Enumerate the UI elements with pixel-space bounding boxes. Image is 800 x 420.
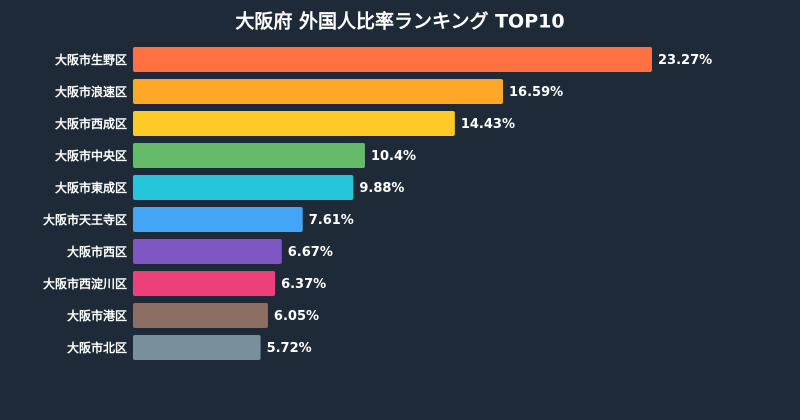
category-label: 大阪市天王寺区	[43, 212, 127, 227]
category-label: 大阪市中央区	[55, 148, 127, 163]
category-label: 大阪市西淀川区	[43, 276, 127, 291]
value-label: 6.67%	[288, 245, 333, 260]
bar	[133, 175, 354, 200]
value-label: 7.61%	[309, 213, 354, 228]
bar	[133, 271, 276, 296]
category-label: 大阪市北区	[67, 340, 127, 355]
bar	[133, 207, 303, 232]
category-label: 大阪市生野区	[55, 52, 127, 67]
bar	[133, 47, 652, 72]
value-label: 9.88%	[359, 181, 404, 196]
bar	[133, 143, 365, 168]
value-label: 14.43%	[461, 117, 515, 132]
category-label: 大阪市港区	[67, 308, 127, 323]
bar	[133, 111, 455, 136]
bar	[133, 335, 261, 360]
category-label: 大阪市西成区	[55, 116, 127, 131]
value-label: 16.59%	[509, 85, 563, 100]
category-label: 大阪市東成区	[55, 180, 127, 195]
value-label: 5.72%	[267, 341, 312, 356]
value-label: 23.27%	[658, 53, 712, 68]
bar	[133, 303, 268, 328]
bar	[133, 79, 504, 104]
bar	[133, 239, 282, 264]
value-label: 6.05%	[274, 309, 319, 324]
category-label: 大阪市西区	[67, 244, 127, 259]
value-label: 10.4%	[371, 149, 416, 164]
chart-title: 大阪府 外国人比率ランキング TOP10	[235, 10, 564, 33]
category-label: 大阪市浪速区	[55, 84, 127, 99]
value-label: 6.37%	[281, 277, 326, 292]
